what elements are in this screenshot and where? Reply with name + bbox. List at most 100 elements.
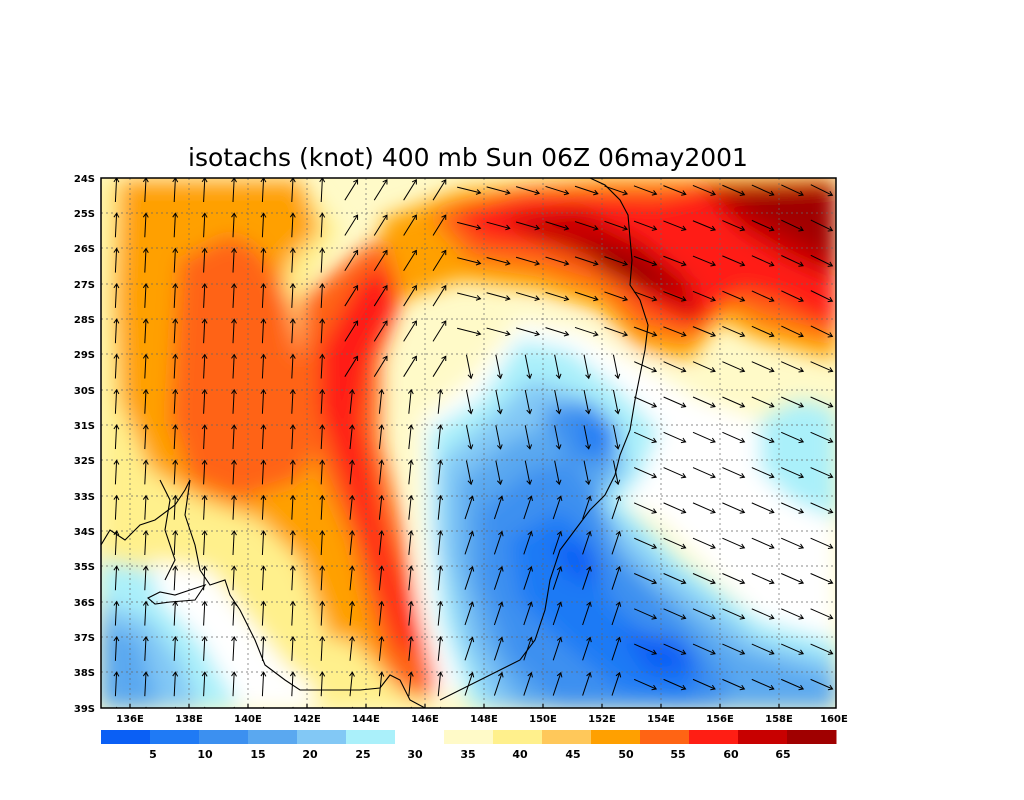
lon-tick-label: 148E <box>470 714 498 725</box>
wind-arrow-head <box>857 650 862 655</box>
wind-arrow <box>437 672 442 697</box>
wind-arrow-head <box>142 212 149 218</box>
wind-arrow <box>722 573 745 584</box>
wind-arrow-head <box>710 225 716 232</box>
wind-arrow-head <box>556 495 563 502</box>
wind-arrow-head <box>857 333 862 337</box>
wind-arrow-head <box>349 636 355 642</box>
wind-arrow-head <box>857 615 862 620</box>
wind-arrow <box>465 425 472 449</box>
wind-arrow <box>144 354 147 379</box>
colorbar-swatch <box>248 730 298 744</box>
wind-arrow <box>781 255 804 267</box>
wind-arrow <box>751 573 774 584</box>
wind-arrow <box>840 326 861 337</box>
wind-arrow-head <box>378 388 385 395</box>
wind-arrow-head <box>382 355 388 362</box>
wind-arrow <box>751 537 774 549</box>
wind-arrow <box>554 389 560 414</box>
wind-arrow <box>114 283 118 308</box>
wind-arrow-head <box>142 318 149 324</box>
wind-arrow-head <box>467 444 474 450</box>
wind-arrow-head <box>827 437 834 444</box>
wind-arrow <box>291 672 294 697</box>
wind-arrow <box>261 530 265 556</box>
wind-arrow-head <box>769 402 775 408</box>
wind-arrow <box>204 707 206 708</box>
wind-arrow-head <box>172 459 179 465</box>
wind-arrow <box>604 326 628 336</box>
wind-arrow-head <box>468 671 475 678</box>
wind-arrow-head <box>349 494 355 501</box>
wind-arrow <box>634 396 657 408</box>
lat-tick-label: 33S <box>74 492 95 503</box>
wind-arrow-head <box>172 212 179 218</box>
wind-arrow <box>692 537 716 549</box>
lat-tick-label: 31S <box>74 421 95 432</box>
wind-arrow <box>604 220 628 230</box>
wind-arrow-head <box>441 249 447 256</box>
wind-arrow-head <box>319 282 326 289</box>
wind-arrow <box>722 184 745 196</box>
colorbar-swatch <box>542 730 592 744</box>
wind-arrow <box>232 319 235 344</box>
wind-arrow <box>432 214 447 236</box>
colorbar-swatch <box>738 730 788 744</box>
wind-arrow <box>114 636 118 661</box>
wind-arrow <box>173 566 176 591</box>
wind-arrow <box>493 637 503 661</box>
wind-arrow <box>261 248 265 273</box>
wind-arrow-head <box>437 388 444 395</box>
wind-arrow-head <box>651 543 658 549</box>
wind-arrow <box>692 643 716 655</box>
wind-arrow <box>663 326 686 337</box>
wind-arrow <box>810 467 833 478</box>
wind-arrow-head <box>680 437 687 444</box>
wind-arrow-head <box>378 424 385 430</box>
wind-arrow-head <box>289 212 296 218</box>
wind-arrow <box>291 389 294 414</box>
lon-tick-label: 136E <box>116 714 144 725</box>
wind-arrow-head <box>526 479 533 486</box>
colorbar-swatch <box>493 730 543 744</box>
wind-arrow <box>349 672 353 697</box>
wind-arrow <box>232 425 235 450</box>
wind-arrow <box>692 431 716 443</box>
wind-arrow-head <box>618 707 621 708</box>
wind-arrow-head <box>798 402 805 408</box>
wind-arrow <box>486 327 510 335</box>
wind-arrow-head <box>319 247 326 253</box>
wind-arrow-head <box>622 189 629 196</box>
wind-arrow-head <box>798 684 805 691</box>
wind-arrow-head <box>349 671 355 677</box>
wind-arrow <box>751 678 774 690</box>
wind-arrow <box>722 290 745 302</box>
wind-arrow-head <box>468 636 475 643</box>
wind-arrow-head <box>260 282 267 289</box>
wind-arrow <box>408 389 412 414</box>
wind-arrow <box>840 185 861 196</box>
wind-arrow <box>261 354 265 379</box>
wind-arrow-head <box>378 565 385 571</box>
wind-arrow <box>114 460 118 485</box>
wind-arrow-head <box>437 565 444 571</box>
wind-arrow <box>320 319 323 344</box>
lon-tick-label: 160E <box>820 714 848 725</box>
wind-arrow-head <box>769 437 775 444</box>
wind-arrow <box>810 396 833 408</box>
wind-arrow-head <box>680 649 687 655</box>
wind-arrow-head <box>289 494 296 501</box>
wind-arrow <box>344 285 358 307</box>
wind-arrow <box>612 389 619 414</box>
wind-arrow <box>612 425 619 449</box>
wind-arrow <box>523 672 532 696</box>
wind-arrow <box>515 292 540 300</box>
wind-arrow <box>144 636 147 661</box>
wind-arrow-head <box>172 494 179 501</box>
wind-arrow <box>663 396 686 408</box>
wind-arrow <box>751 325 774 337</box>
lat-tick-label: 37S <box>74 633 95 644</box>
wind-arrow-head <box>407 388 414 395</box>
wind-arrow <box>781 325 804 337</box>
colorbar-label: 55 <box>670 748 685 761</box>
